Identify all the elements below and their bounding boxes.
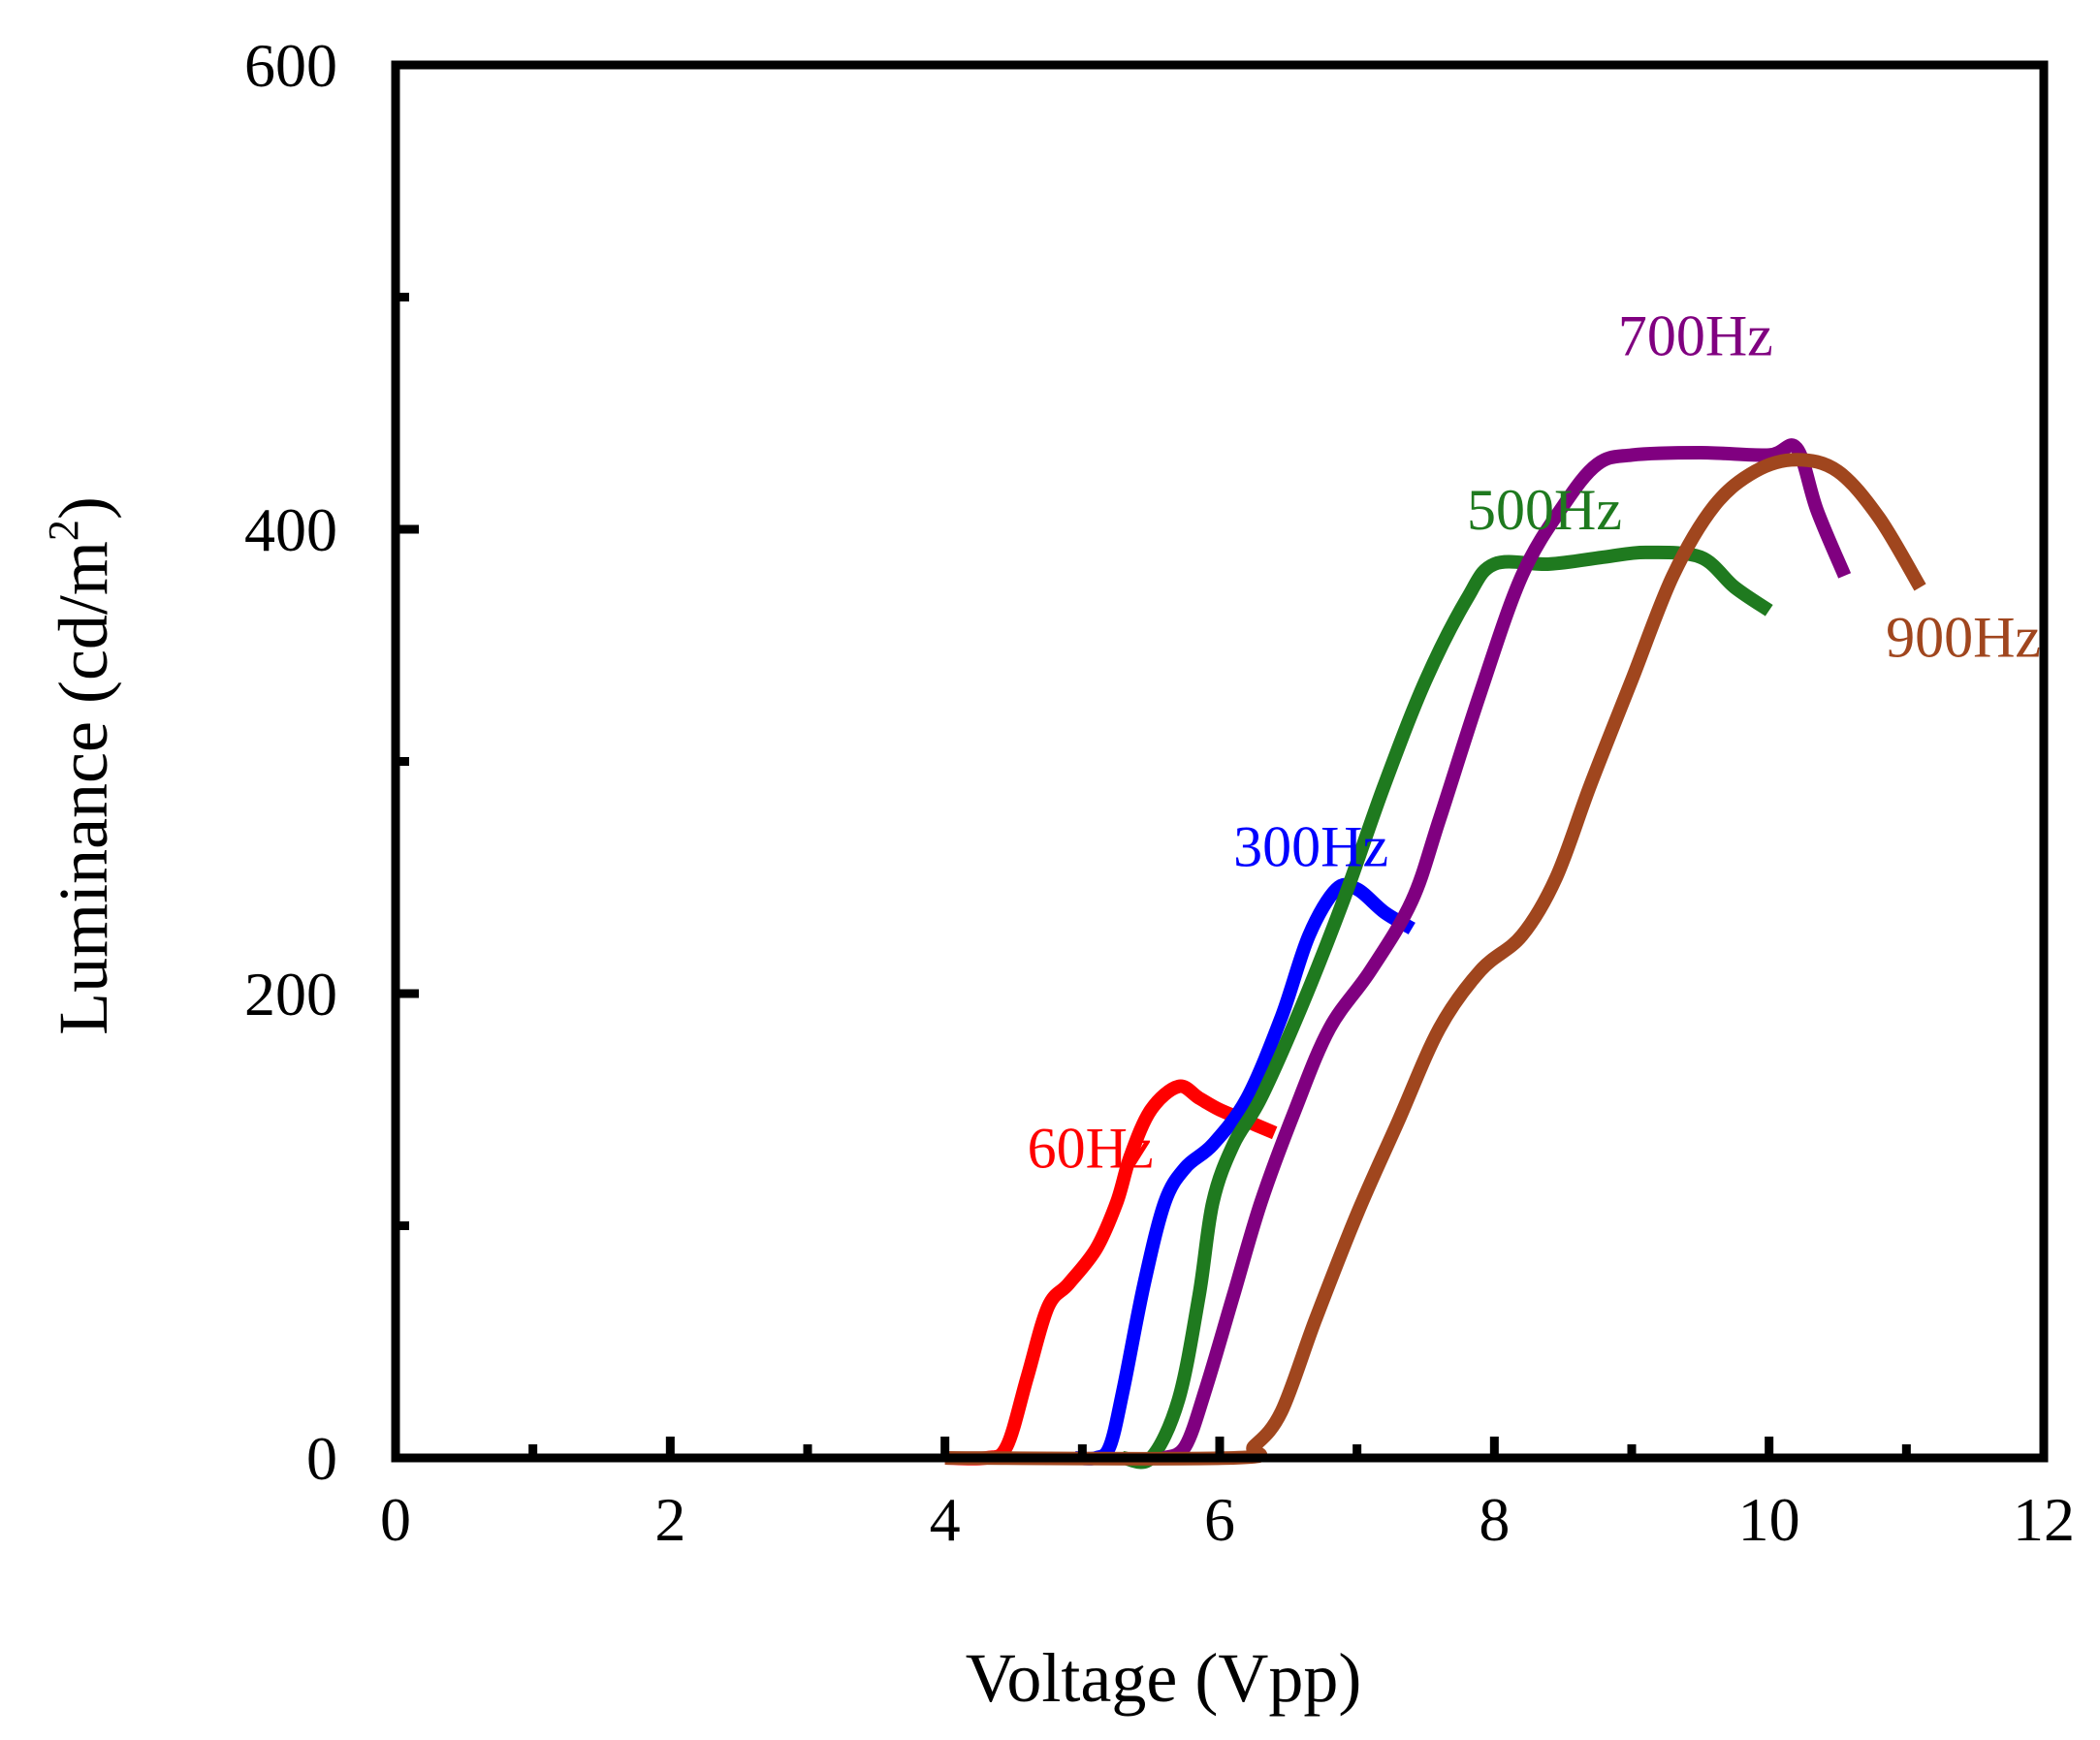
series-label-60hz: 60Hz	[1028, 1117, 1154, 1181]
y-axis-title-main: Luminance (cd/m	[45, 541, 122, 1035]
x-tick-label-2: 2	[654, 1485, 685, 1554]
y-tick-label-400: 400	[244, 495, 337, 564]
y-tick-label-0: 0	[306, 1424, 337, 1493]
ticks-layer	[391, 60, 2049, 1463]
series-line-60hz	[944, 1079, 1278, 1466]
series-label-900hz: 900Hz	[1886, 606, 2041, 670]
series-line-500hz	[1122, 545, 1773, 1470]
series-line-700hz	[1161, 438, 1852, 1465]
y-axis-title-end: )	[45, 496, 122, 520]
plot-frame	[391, 60, 2049, 1463]
series-label-700hz: 700Hz	[1618, 303, 1773, 367]
series-layer	[944, 438, 1926, 1470]
y-tick-label-600: 600	[244, 31, 337, 100]
x-tick-label-8: 8	[1479, 1485, 1510, 1554]
series-label-500hz: 500Hz	[1467, 478, 1622, 542]
labels-layer: 0 2 4 6 8 10 12 0 200 400 600 60Hz 300Hz 500Hz 700Hz 90…	[244, 31, 2075, 1554]
x-tick-label-12: 12	[2013, 1485, 2075, 1554]
series-line-900hz	[944, 453, 1926, 1466]
x-axis-title: Voltage (Vpp)	[966, 1639, 1362, 1717]
x-tick-label-4: 4	[930, 1485, 961, 1554]
x-tick-label-10: 10	[1738, 1485, 1800, 1554]
y-tick-label-200: 200	[244, 960, 337, 1028]
x-tick-label-0: 0	[380, 1485, 411, 1554]
series-label-300hz: 300Hz	[1233, 814, 1388, 878]
y-axis-title-sup: 2	[40, 520, 87, 541]
y-axis-title: Luminance (cd/m2)	[40, 496, 122, 1035]
x-tick-label-6: 6	[1204, 1485, 1235, 1554]
